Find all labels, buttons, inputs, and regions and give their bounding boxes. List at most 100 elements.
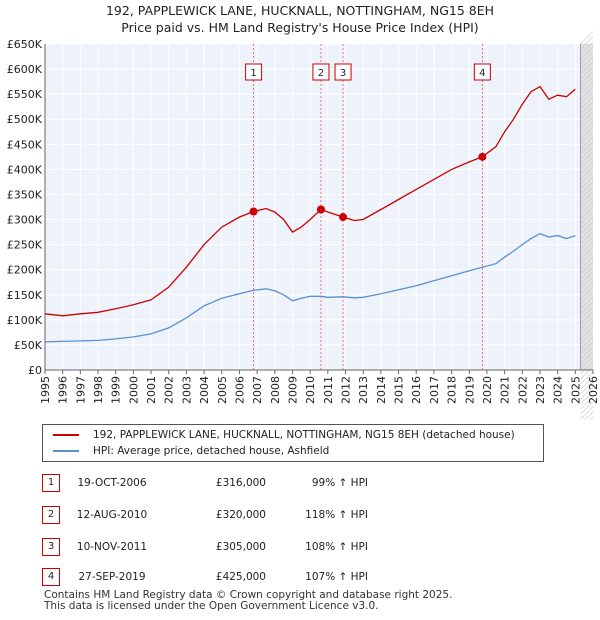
x-tick-label: 2008 [269,376,282,404]
forecast-hatch [580,126,594,140]
sale-badge: 4 [42,568,60,586]
forecast-hatch [580,71,594,85]
forecast-hatch [580,376,594,390]
sale-marker-label: 2 [318,68,324,79]
legend-item-hpi: HPI: Average price, detached house, Ashf… [53,443,329,459]
forecast-hatch [580,246,594,260]
forecast-hatch [580,266,594,280]
y-tick-label: £50K [14,339,43,352]
legend-swatch-red [53,434,79,436]
forecast-hatch [580,241,594,255]
forecast-hatch [580,111,594,125]
x-tick-label: 2006 [233,376,246,404]
forecast-hatch [580,286,594,300]
x-tick-label: 1996 [57,376,70,404]
x-tick-label: 2014 [375,376,388,404]
forecast-hatch [580,341,594,355]
forecast-hatch [580,271,594,285]
forecast-hatch [580,121,594,135]
forecast-hatch [580,136,594,150]
chart-title-address: 192, PAPPLEWICK LANE, HUCKNALL, NOTTINGH… [105,3,495,18]
forecast-hatch [580,221,594,235]
forecast-hatch [580,156,594,170]
y-tick-label: £400K [7,163,43,176]
forecast-hatch [580,306,594,320]
forecast-hatch [580,206,594,220]
y-tick-label: £600K [7,63,43,76]
forecast-hatch [580,336,594,350]
forecast-hatch [580,151,594,165]
forecast-hatch [580,96,594,110]
forecast-hatch [580,371,594,385]
x-tick-label: 2011 [322,376,335,404]
forecast-hatch [580,386,594,400]
sale-price: £320,000 [215,509,266,521]
forecast-hatch [580,36,594,50]
forecast-hatch [580,281,594,295]
sale-marker-box [312,63,330,81]
x-tick-label: 1995 [39,376,52,404]
x-tick-label: 1997 [74,376,87,404]
price-chart: 1 2 3 4 £0 £50K £100K £150K £200K £250K £300K £350… [7,31,600,420]
y-tick-label: £300K [7,214,43,227]
y-tick-label: £100K [7,314,43,327]
forecast-hatch [580,146,594,160]
sale-hpi-change: 108% ↑ HPI [305,541,368,553]
forecast-hatch [580,311,594,325]
x-tick-label: 2005 [216,376,229,404]
forecast-hatch [580,316,594,330]
forecast-hatch [580,176,594,190]
forecast-hatch [580,216,594,230]
sale-point [316,205,325,214]
sale-point [339,213,348,222]
forecast-hatch [580,356,594,370]
x-tick-label: 2024 [552,376,565,404]
sale-marker-box [334,63,352,81]
forecast-hatch [580,201,594,215]
forecast-hatch [580,321,594,335]
x-tick-label: 2013 [357,376,370,404]
forecast-hatch [580,261,594,275]
sale-date: 10-NOV-2011 [76,541,148,553]
forecast-hatch [580,401,594,415]
x-tick-label: 2026 [587,376,600,404]
x-tick-label: 2010 [304,376,317,404]
forecast-hatch [580,276,594,290]
x-tick-label: 2007 [251,376,264,404]
forecast-hatch [580,141,594,155]
footer-line-licence: This data is licensed under the Open Gov… [44,600,379,612]
sale-date: 12-AUG-2010 [76,509,148,521]
y-tick-label: £650K [7,38,43,51]
sale-marker-label: 3 [340,68,346,79]
forecast-hatch [580,51,594,65]
forecast-hatch [580,131,594,145]
y-tick-label: £450K [7,138,43,151]
forecast-hatch [580,211,594,225]
x-tick-label: 2016 [410,376,423,404]
sale-badge: 1 [42,474,60,492]
chart-subtitle: Price paid vs. HM Land Registry's House … [121,20,479,35]
x-tick-label: 2004 [198,376,211,404]
sale-marker-box [473,63,491,81]
sale-badge: 2 [42,506,60,524]
forecast-hatch [580,351,594,365]
forecast-hatch [580,301,594,315]
sale-hpi-change: 118% ↑ HPI [305,509,368,521]
forecast-hatch [580,91,594,105]
forecast-hatch [580,366,594,380]
x-tick-label: 2002 [163,376,176,404]
x-tick-label: 2019 [463,376,476,404]
x-tick-label: 1998 [92,376,105,404]
footer-attribution: Contains HM Land Registry data © Crown c… [44,590,452,612]
forecast-hatch [580,106,594,120]
x-tick-label: 2018 [446,376,459,404]
x-tick-label: 2020 [481,376,494,404]
x-tick-label: 2022 [516,376,529,404]
forecast-hatch [580,396,594,410]
sale-date: 27-SEP-2019 [78,571,146,583]
y-tick-label: £200K [7,264,43,277]
x-tick-label: 2009 [286,376,299,404]
forecast-hatch [580,391,594,405]
sale-hpi-change: 99% ↑ HPI [311,477,368,489]
forecast-hatch [580,166,594,180]
